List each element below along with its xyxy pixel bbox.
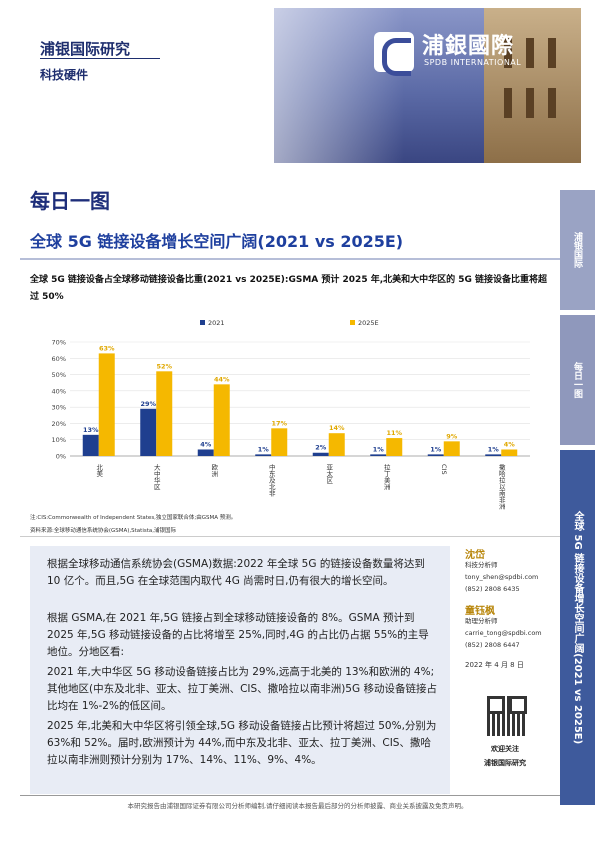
paragraph-1: 根据全球移动通信系统协会(GSMA)数据:2022 年全球 5G 的链接设备数量… <box>47 558 425 587</box>
logo-name: 浦銀國際 <box>422 34 515 59</box>
chart-caption: 全球 5G 链接设备占全球移动链接设备比重(2021 vs 2025E):GSM… <box>30 275 548 302</box>
data-label: 13% <box>83 426 99 434</box>
bar <box>197 449 214 456</box>
side-tab-daily: 每日一图 <box>560 315 595 445</box>
qr-code-icon[interactable] <box>487 696 527 736</box>
bar <box>213 384 230 456</box>
y-tick-label: 20% <box>52 420 66 428</box>
legend-label: 2021 <box>208 319 225 327</box>
logo-subtitle: SPDB INTERNATIONAL <box>424 58 522 67</box>
side-tabs: 浦银国际 每日一图 全球 5G 链接设备增长空间广阔(2021 vs 2025E… <box>560 190 595 810</box>
bar <box>370 454 387 456</box>
report-date: 2022 年 4 月 8 日 <box>465 661 524 669</box>
analyst-email[interactable]: tony_shen@spdbi.com <box>465 573 539 581</box>
x-tick-label: 欧洲 <box>210 463 218 478</box>
bar <box>427 454 444 456</box>
bar <box>156 371 173 456</box>
data-label: 1% <box>258 445 270 453</box>
bar <box>140 408 157 456</box>
data-label: 14% <box>329 424 345 432</box>
paragraph-4: 2025 年,北美和大中华区将引领全球,5G 移动设备链接占比预计将超过 50%… <box>47 720 437 766</box>
analyst-email[interactable]: carrie_tong@spdbi.com <box>465 629 542 637</box>
legend-swatch <box>200 320 205 325</box>
y-tick-label: 50% <box>52 371 66 379</box>
page-subtitle: 全球 5G 链接设备增长空间广阔(2021 vs 2025E) <box>30 232 404 251</box>
paragraph-3: 2021 年,大中华区 5G 移动设备链接占比为 29%,远高于北美的 13%和… <box>47 666 437 712</box>
bar <box>82 434 99 456</box>
legend-label: 2025E <box>358 319 379 327</box>
analyst-phone: (852) 2808 6435 <box>465 585 520 593</box>
data-label: 52% <box>156 362 172 370</box>
legend-swatch <box>350 320 355 325</box>
y-tick-label: 40% <box>52 387 66 395</box>
analyst-role: 助理分析师 <box>465 617 498 625</box>
bar <box>501 449 518 456</box>
data-label: 1% <box>430 445 442 453</box>
y-tick-label: 60% <box>52 355 66 363</box>
header-banner: 浦銀國際 SPDB INTERNATIONAL 浦银国际研究 科技硬件 <box>14 8 581 163</box>
data-label: 4% <box>200 440 212 448</box>
data-label: 1% <box>373 445 385 453</box>
divider <box>20 536 560 537</box>
side-tab-brand: 浦银国际 <box>560 190 595 310</box>
side-tab-topic: 全球 5G 链接设备增长空间广阔(2021 vs 2025E) <box>560 450 595 805</box>
analyst-name: 沈岱 <box>465 550 485 561</box>
y-tick-label: 70% <box>52 339 66 347</box>
data-label: 1% <box>488 445 500 453</box>
analyst-phone: (852) 2808 6447 <box>465 641 520 649</box>
data-label: 4% <box>504 440 516 448</box>
bar-chart: 0% 10% 20% 30% 40% 50% 60% 70% 2021 2025E 13% 63% 北美… <box>52 319 530 510</box>
paragraph-2: 根据 GSMA,在 2021 年,5G 链接占到全球移动链接设备的 8%。GSM… <box>47 612 429 658</box>
y-tick-label: 0% <box>56 453 66 461</box>
bar <box>386 438 403 456</box>
x-tick-label: CIS <box>440 464 448 475</box>
y-tick-label: 30% <box>52 404 66 412</box>
chart-note: 注:CIS:Commonwealth of Independent States… <box>30 515 237 521</box>
data-label: 63% <box>99 344 115 352</box>
summary-box: 根据全球移动通信系统协会(GSMA)数据:2022 年全球 5G 的链接设备数量… <box>30 546 450 794</box>
x-tick-label: 北美 <box>95 464 103 479</box>
section-title: 科技硬件 <box>40 68 89 82</box>
disclaimer: 本研究报告由浦银国际证券有限公司分析师编制,请仔细阅读本报告最后部分的分析师披露… <box>127 802 468 810</box>
data-label: 11% <box>386 429 402 437</box>
analyst-panel: 沈岱 科技分析师 tony_shen@spdbi.com (852) 2808 … <box>455 546 555 794</box>
data-label: 17% <box>271 419 287 427</box>
x-tick-label: 大中华区 <box>152 463 160 491</box>
chart-source: 资料来源:全球移动通信系统协会(GSMA),Statista,浦银国际 <box>30 528 176 534</box>
brand-title: 浦银国际研究 <box>40 40 131 58</box>
brand-divider <box>40 58 160 59</box>
bar <box>271 428 288 456</box>
bar <box>255 454 272 456</box>
spdb-logo-icon <box>374 32 414 76</box>
qr-caption-brand: 浦银国际研究 <box>484 759 526 767</box>
analyst-role: 科技分析师 <box>465 561 498 569</box>
building-image <box>484 8 581 163</box>
header-fade-band <box>164 8 404 163</box>
data-label: 44% <box>214 375 230 383</box>
x-tick-label: 拉丁美洲 <box>382 463 390 491</box>
data-label: 29% <box>140 400 156 408</box>
bar <box>328 433 345 456</box>
bar <box>98 353 115 456</box>
data-label: 9% <box>446 432 458 440</box>
bar <box>443 441 460 456</box>
bar <box>312 452 329 456</box>
analyst-name: 童钰枫 <box>465 606 495 617</box>
x-tick-label: 撒哈拉以南非洲 <box>497 463 505 510</box>
data-label: 2% <box>315 444 327 452</box>
qr-caption: 欢迎关注 <box>491 745 519 753</box>
x-tick-label: 中东及北非 <box>267 463 275 498</box>
divider <box>20 795 560 796</box>
y-tick-label: 10% <box>52 436 66 444</box>
bar <box>485 454 502 456</box>
page-title: 每日一图 <box>30 189 110 213</box>
divider <box>20 258 560 260</box>
x-tick-label: 亚太区 <box>325 464 333 484</box>
